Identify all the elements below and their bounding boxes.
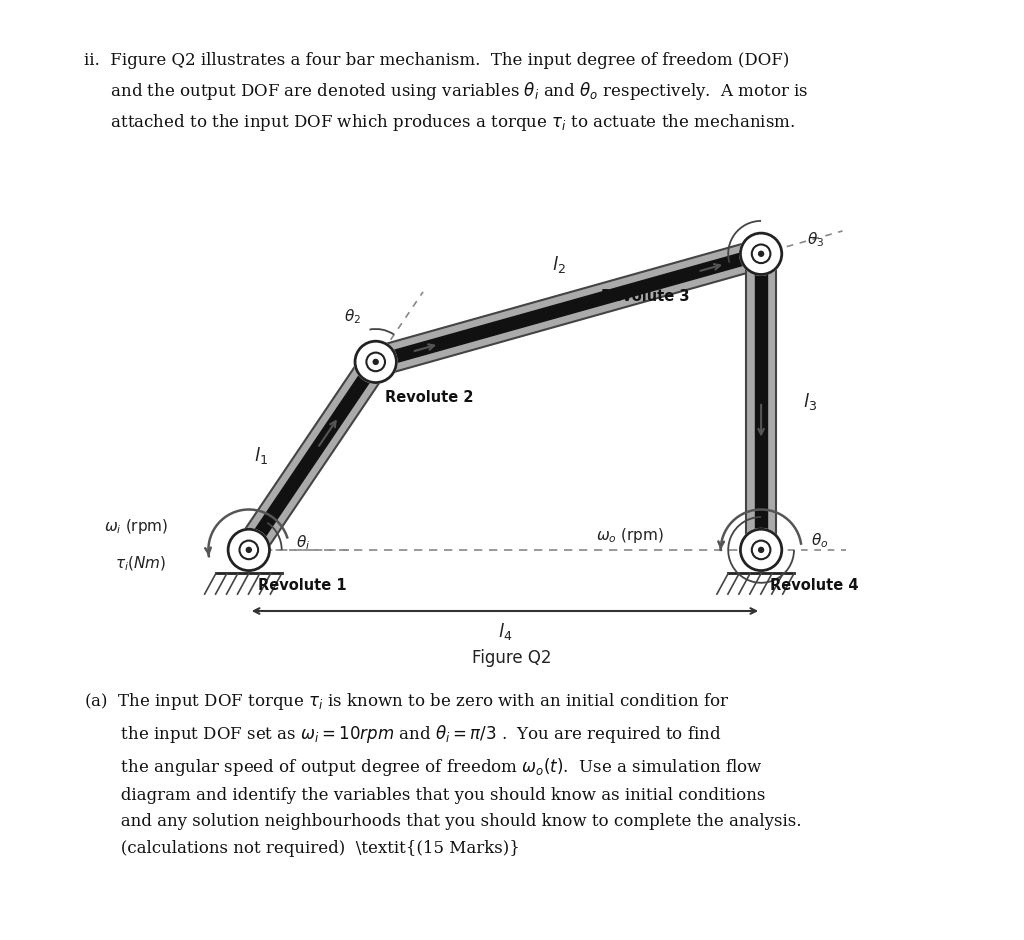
Text: $\tau_i(Nm)$: $\tau_i(Nm)$ [115,555,166,573]
Text: $\theta_o$: $\theta_o$ [811,531,828,550]
Circle shape [759,251,764,257]
Circle shape [355,341,396,383]
Circle shape [373,359,378,365]
Text: $l_2$: $l_2$ [552,254,566,275]
Text: Revolute 2: Revolute 2 [385,390,473,405]
Polygon shape [374,248,763,368]
Text: Revolute 1: Revolute 1 [258,578,347,593]
Text: ii.  Figure Q2 illustrates a four bar mechanism.  The input degree of freedom (D: ii. Figure Q2 illustrates a four bar mec… [84,52,809,133]
Text: $\theta_i$: $\theta_i$ [296,533,310,552]
Text: $\theta_3$: $\theta_3$ [807,230,824,249]
Text: $l_3$: $l_3$ [803,391,817,413]
Text: $\theta_2$: $\theta_2$ [344,307,360,326]
Text: Revolute 3: Revolute 3 [601,289,690,304]
Text: Figure Q2: Figure Q2 [472,649,552,667]
Polygon shape [244,358,381,554]
Text: $\omega_o$ (rpm): $\omega_o$ (rpm) [596,526,664,545]
Text: $l_4$: $l_4$ [498,621,512,642]
Circle shape [740,233,781,274]
Text: $\omega_i$ (rpm): $\omega_i$ (rpm) [103,517,168,536]
Text: (a)  The input DOF torque $\tau_i$ is known to be zero with an initial condition: (a) The input DOF torque $\tau_i$ is kno… [84,691,802,856]
Circle shape [740,529,781,571]
Text: Revolute 4: Revolute 4 [770,578,859,593]
Polygon shape [746,254,776,550]
Polygon shape [755,254,767,550]
Circle shape [228,529,269,571]
Circle shape [247,547,251,553]
Text: $l_1$: $l_1$ [254,446,267,466]
Circle shape [759,547,764,553]
Polygon shape [237,353,388,558]
Polygon shape [372,240,765,376]
